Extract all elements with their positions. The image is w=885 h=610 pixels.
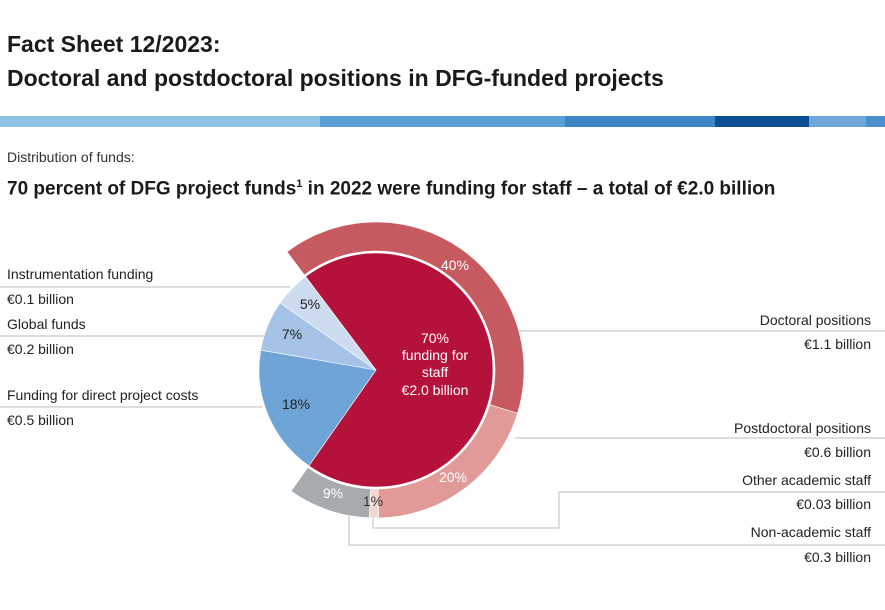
- outer-slice-doctoral-positions: [286, 221, 525, 414]
- fact-sheet-subtitle: Doctoral and postdoctoral positions in D…: [7, 65, 664, 91]
- value-global-funds: €0.2 billion: [7, 341, 74, 357]
- outer-pct-non-academic: 9%: [323, 485, 343, 501]
- value-doctoral: €1.1 billion: [804, 336, 871, 352]
- chart-headline: 70 percent of DFG project funds1 in 2022…: [7, 178, 775, 200]
- label-non-academic: Non-academic staff: [750, 524, 871, 540]
- inner-slice-instrumentation-funding: [279, 276, 377, 371]
- pie-slices: [258, 221, 525, 519]
- center-line-3: staff: [422, 364, 448, 380]
- label-instrumentation: Instrumentation funding: [7, 266, 154, 282]
- label-doctoral: Doctoral positions: [759, 312, 871, 328]
- leader-other-academic: [372, 491, 885, 529]
- stripe-segment-4: [715, 116, 809, 127]
- stripe-segment-6: [866, 116, 885, 127]
- value-direct-costs: €0.5 billion: [7, 412, 74, 428]
- headline-text: 70 percent of DFG project funds: [7, 178, 297, 200]
- value-other-academic: €0.03 billion: [796, 496, 871, 512]
- outer-slice-non-academic-staff: [290, 467, 371, 519]
- stripe-segment-2: [320, 116, 565, 127]
- stripe-segment-3: [565, 116, 715, 127]
- leader-lines: [0, 286, 885, 546]
- slice-labels: 40% 20% 1% 9% 18% 7% 5%: [282, 257, 469, 509]
- leader-non-academic: [348, 516, 885, 546]
- center-percent: 70%: [421, 330, 449, 346]
- outer-pct-other-academic: 1%: [363, 493, 383, 509]
- section-label: Distribution of funds:: [7, 149, 135, 165]
- label-other-academic: Other academic staff: [742, 472, 871, 488]
- outer-pct-postdoctoral: 20%: [439, 469, 467, 485]
- fact-sheet-title: Fact Sheet 12/2023:: [7, 31, 221, 57]
- value-postdoctoral: €0.6 billion: [804, 444, 871, 460]
- label-global-funds: Global funds: [7, 316, 86, 332]
- headline-text-after: in 2022 were funding for staff – a total…: [302, 178, 776, 200]
- label-postdoctoral: Postdoctoral positions: [734, 420, 871, 436]
- value-instrumentation: €0.1 billion: [7, 291, 74, 307]
- value-non-academic: €0.3 billion: [804, 549, 871, 565]
- center-amount: €2.0 billion: [402, 382, 469, 398]
- center-line-2: funding for: [402, 347, 468, 363]
- inner-pct-instrumentation: 5%: [300, 296, 320, 312]
- stripe-segment-5: [809, 116, 866, 127]
- inner-pct-global-funds: 7%: [282, 326, 302, 342]
- center-label: 70% funding for staff €2.0 billion: [402, 330, 469, 398]
- headline-footnote: 1: [296, 178, 303, 190]
- stripe-segment-1: [0, 116, 320, 127]
- outer-pct-doctoral: 40%: [441, 257, 469, 273]
- label-direct-costs: Funding for direct project costs: [7, 387, 199, 403]
- inner-slice-funding-for-direct-project-costs: [258, 349, 377, 467]
- inner-slice-funding-for-staff: [305, 252, 494, 488]
- inner-pct-direct-costs: 18%: [282, 396, 310, 412]
